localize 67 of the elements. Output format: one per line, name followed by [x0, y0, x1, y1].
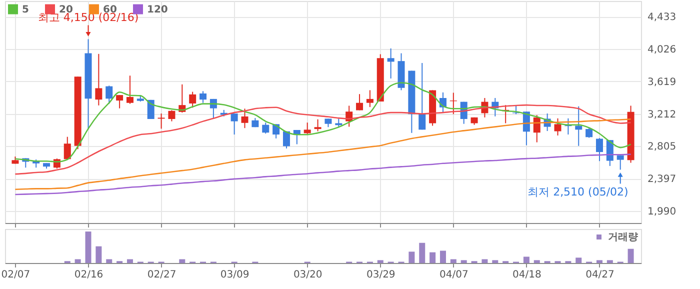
bar — [74, 259, 81, 263]
candlestick — [586, 127, 593, 138]
candlestick — [418, 62, 426, 130]
bar — [106, 259, 112, 263]
x-tick-label: 02/27 — [147, 270, 176, 280]
bar — [440, 250, 446, 263]
y-tick-label: 2,397 — [648, 174, 676, 186]
candlestick — [189, 91, 196, 108]
candlestick — [230, 113, 238, 136]
candlestick — [106, 85, 113, 104]
bar — [96, 246, 102, 263]
candlestick — [95, 53, 102, 106]
bar — [534, 260, 540, 263]
y-tick-label: 3,212 — [648, 109, 676, 120]
x-tick-label: 02/16 — [74, 270, 104, 280]
x-tick-label: 04/07 — [440, 270, 468, 280]
line-series — [14, 82, 632, 162]
bar — [377, 260, 384, 263]
bar — [606, 260, 613, 263]
bar — [430, 252, 436, 263]
candlestick — [116, 94, 124, 109]
candlestick — [554, 118, 562, 136]
candlestick — [200, 90, 207, 104]
x-tick-label: 04/18 — [512, 270, 542, 280]
y-tick-label: 1,990 — [648, 206, 676, 218]
y-tick-label: 4,433 — [648, 12, 676, 24]
bar — [408, 252, 415, 263]
legend-label: 120 — [147, 4, 168, 16]
candlestick — [596, 138, 603, 162]
candlestick — [366, 90, 374, 108]
candlestick — [314, 118, 322, 132]
bar — [450, 259, 456, 263]
candlestick — [168, 110, 176, 122]
x-tick-label: 04/27 — [586, 270, 614, 280]
bar — [628, 248, 634, 263]
candlestick — [158, 113, 165, 130]
legend-label: 5 — [22, 4, 29, 16]
x-tick-label: 03/20 — [293, 270, 322, 280]
candlestick — [126, 75, 134, 104]
annotation: 최고 4,150 (02/16) — [38, 11, 139, 24]
candlestick — [387, 48, 394, 79]
bar — [523, 256, 530, 263]
candlestick — [282, 130, 290, 149]
bar — [179, 259, 186, 263]
candlestick — [616, 154, 624, 170]
candlestick — [356, 94, 364, 111]
bar — [419, 242, 426, 263]
y-tick-label: 2,805 — [648, 142, 676, 153]
x-tick-label: 03/09 — [220, 270, 250, 280]
x-tick-label: 03/29 — [366, 270, 396, 280]
bar — [126, 259, 133, 263]
x-tick-label: 02/07 — [1, 270, 30, 280]
annotation: 최저 2,510 (05/02) — [528, 186, 628, 199]
bar — [596, 260, 602, 263]
legend-label: 거래량 — [608, 232, 638, 243]
candlestick — [262, 122, 270, 134]
y-tick-label: 3,619 — [648, 76, 676, 88]
bar — [85, 232, 92, 263]
bar — [460, 260, 467, 263]
bar — [492, 260, 498, 263]
candlestick — [64, 136, 71, 160]
candlestick — [304, 122, 311, 134]
y-tick-label: 4,026 — [648, 44, 676, 56]
candlestick — [575, 106, 582, 146]
candlestick — [241, 108, 248, 129]
bar — [482, 259, 488, 263]
bar — [576, 258, 582, 263]
